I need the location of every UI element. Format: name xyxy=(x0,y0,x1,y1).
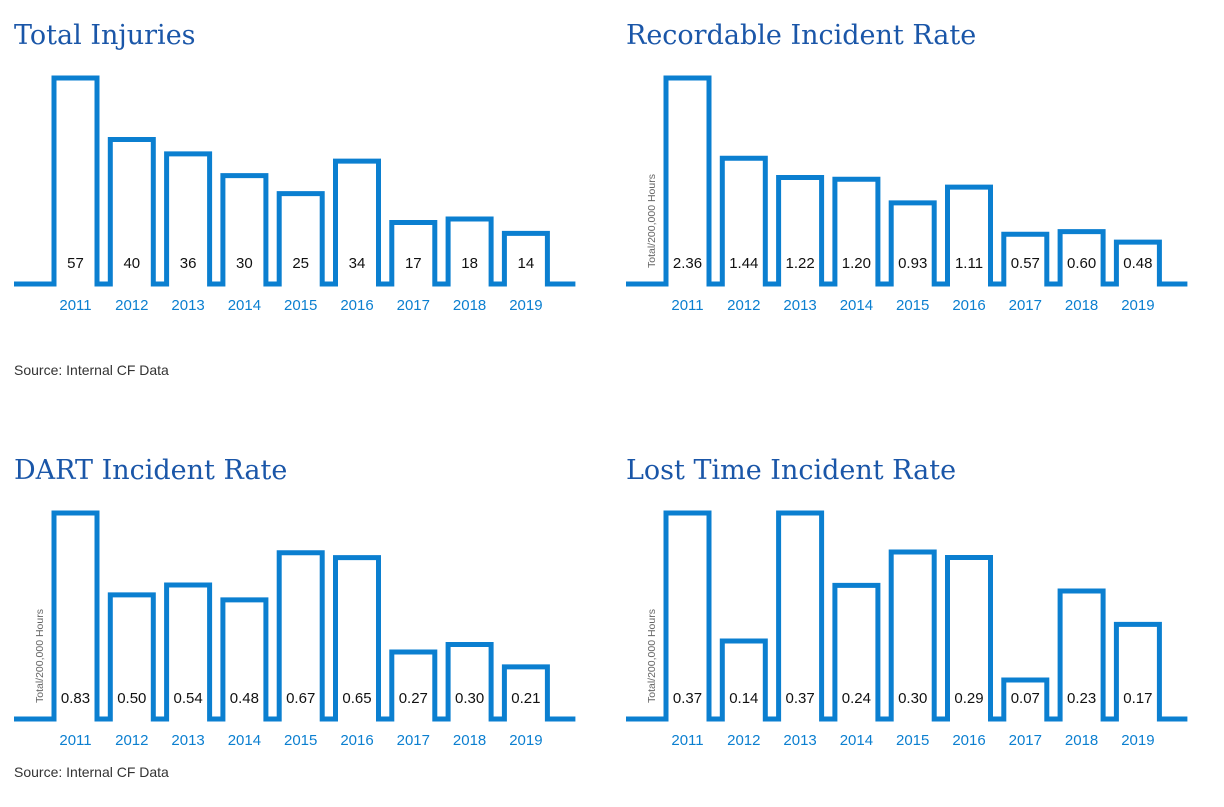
bar-value-label: 18 xyxy=(461,255,478,272)
x-tick-label: 2018 xyxy=(453,732,486,749)
x-tick-label: 2016 xyxy=(952,732,985,749)
chart-title-lost-time-incident-rate: Lost Time Incident Rate xyxy=(626,455,957,486)
bar-value-label: 0.67 xyxy=(286,690,315,707)
bar-value-label: 0.14 xyxy=(729,690,758,707)
x-tick-label: 2015 xyxy=(284,732,317,749)
x-tick-label: 2017 xyxy=(1009,297,1042,314)
x-tick-label: 2011 xyxy=(59,732,91,749)
bar-value-label: 0.83 xyxy=(61,690,90,707)
x-tick-label: 2017 xyxy=(397,297,430,314)
x-tick-label: 2015 xyxy=(284,297,317,314)
x-tick-label: 2019 xyxy=(509,732,542,749)
bar-value-label: 0.30 xyxy=(898,690,927,707)
bar-value-label: 0.54 xyxy=(173,690,202,707)
bar-value-label: 0.21 xyxy=(511,690,540,707)
bar-value-label: 25 xyxy=(292,255,309,272)
x-tick-label: 2013 xyxy=(171,732,204,749)
bar-value-label: 17 xyxy=(405,255,422,272)
bar-value-label: 30 xyxy=(236,255,253,272)
x-tick-label: 2017 xyxy=(397,732,430,749)
bar-value-label: 0.37 xyxy=(785,690,814,707)
bar-chart-lost-time-incident-rate: 0.37 2011 0.14 2012 0.37 2013 0.24 2014 0.30 2015… xyxy=(626,510,1188,749)
x-tick-label: 2014 xyxy=(228,297,261,314)
x-tick-label: 2011 xyxy=(59,297,91,314)
x-tick-label: 2011 xyxy=(671,297,703,314)
x-tick-label: 2014 xyxy=(840,732,873,749)
bar-outline xyxy=(626,510,1188,722)
bar-value-label: 0.48 xyxy=(1123,255,1152,272)
x-tick-label: 2013 xyxy=(783,732,816,749)
bar-value-label: 0.50 xyxy=(117,690,146,707)
bar-value-label: 2.36 xyxy=(673,255,702,272)
bar-value-label: 57 xyxy=(67,255,84,272)
x-tick-label: 2013 xyxy=(783,297,816,314)
bar-value-label: 0.23 xyxy=(1067,690,1096,707)
x-tick-label: 2019 xyxy=(1121,732,1154,749)
x-tick-label: 2014 xyxy=(840,297,873,314)
bar-value-label: 0.29 xyxy=(954,690,983,707)
bar-value-label: 40 xyxy=(123,255,140,272)
bar-value-label: 0.17 xyxy=(1123,690,1152,707)
x-tick-label: 2015 xyxy=(896,732,929,749)
x-tick-label: 2017 xyxy=(1009,732,1042,749)
x-tick-label: 2011 xyxy=(671,732,703,749)
x-tick-label: 2016 xyxy=(340,297,373,314)
x-tick-label: 2012 xyxy=(727,297,760,314)
chart-title-total-injuries: Total Injuries xyxy=(14,20,196,51)
x-tick-label: 2018 xyxy=(1065,297,1098,314)
x-tick-label: 2019 xyxy=(1121,297,1154,314)
source-note: Source: Internal CF Data xyxy=(14,764,169,780)
chart-title-recordable-incident-rate: Recordable Incident Rate xyxy=(626,20,977,51)
bar-value-label: 0.24 xyxy=(842,690,871,707)
bar-value-label: 0.48 xyxy=(230,690,259,707)
bar-value-label: 0.37 xyxy=(673,690,702,707)
x-tick-label: 2016 xyxy=(952,297,985,314)
y-axis-label: Total/200,000 Hours xyxy=(646,174,658,268)
bar-value-label: 36 xyxy=(180,255,197,272)
x-tick-label: 2019 xyxy=(509,297,542,314)
y-axis-label: Total/200,000 Hours xyxy=(34,609,46,703)
bar-chart-dart-incident-rate: 0.83 2011 0.50 2012 0.54 2013 0.48 2014 0.67 2015… xyxy=(14,510,576,749)
bar-outline xyxy=(14,510,576,722)
bar-value-label: 1.11 xyxy=(955,255,983,272)
bar-value-label: 1.20 xyxy=(842,255,871,272)
bar-value-label: 0.65 xyxy=(342,690,371,707)
y-axis-label: Total/200,000 Hours xyxy=(646,609,658,703)
bar-value-label: 14 xyxy=(518,255,535,272)
x-tick-label: 2012 xyxy=(727,732,760,749)
bar-value-label: 0.30 xyxy=(455,690,484,707)
bar-value-label: 1.44 xyxy=(729,255,758,272)
x-tick-label: 2012 xyxy=(115,732,148,749)
bar-value-label: 0.27 xyxy=(399,690,428,707)
source-note: Source: Internal CF Data xyxy=(14,362,169,378)
bar-value-label: 0.93 xyxy=(898,255,927,272)
bar-outline xyxy=(626,75,1188,287)
x-tick-label: 2016 xyxy=(340,732,373,749)
bar-outline xyxy=(14,75,576,287)
x-tick-label: 2012 xyxy=(115,297,148,314)
bar-value-label: 0.60 xyxy=(1067,255,1096,272)
bar-chart-total-injuries: 57 2011 40 2012 36 2013 30 2014 25 2015 34 2016 17 20… xyxy=(14,75,576,314)
x-tick-label: 2018 xyxy=(1065,732,1098,749)
bar-value-label: 34 xyxy=(349,255,366,272)
bar-value-label: 0.57 xyxy=(1011,255,1040,272)
x-tick-label: 2015 xyxy=(896,297,929,314)
chart-title-dart-incident-rate: DART Incident Rate xyxy=(14,455,288,486)
x-tick-label: 2018 xyxy=(453,297,486,314)
bar-value-label: 0.07 xyxy=(1011,690,1040,707)
x-tick-label: 2014 xyxy=(228,732,261,749)
bar-chart-recordable-incident-rate: 2.36 2011 1.44 2012 1.22 2013 1.20 2014 0.93 2015… xyxy=(626,75,1188,314)
x-tick-label: 2013 xyxy=(171,297,204,314)
bar-value-label: 1.22 xyxy=(785,255,814,272)
